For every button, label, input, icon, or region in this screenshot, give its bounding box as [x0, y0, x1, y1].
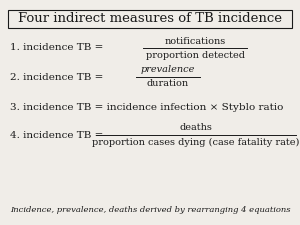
Text: Incidence, prevalence, deaths derived by rearranging 4 equations: Incidence, prevalence, deaths derived by… — [10, 206, 290, 214]
Text: Four indirect measures of TB incidence: Four indirect measures of TB incidence — [18, 11, 282, 25]
Text: 1. incidence TB =: 1. incidence TB = — [10, 43, 106, 52]
Text: 2. incidence TB =: 2. incidence TB = — [10, 72, 106, 81]
Text: duration: duration — [147, 79, 189, 88]
Text: notifications: notifications — [164, 36, 226, 45]
Text: deaths: deaths — [180, 124, 212, 133]
Text: prevalence: prevalence — [141, 65, 195, 74]
Text: 3. incidence TB = incidence infection × Styblo ratio: 3. incidence TB = incidence infection × … — [10, 103, 283, 112]
Text: 4. incidence TB =: 4. incidence TB = — [10, 130, 106, 140]
Text: proportion detected: proportion detected — [146, 50, 244, 59]
Text: proportion cases dying (case fatality rate): proportion cases dying (case fatality ra… — [92, 137, 300, 146]
